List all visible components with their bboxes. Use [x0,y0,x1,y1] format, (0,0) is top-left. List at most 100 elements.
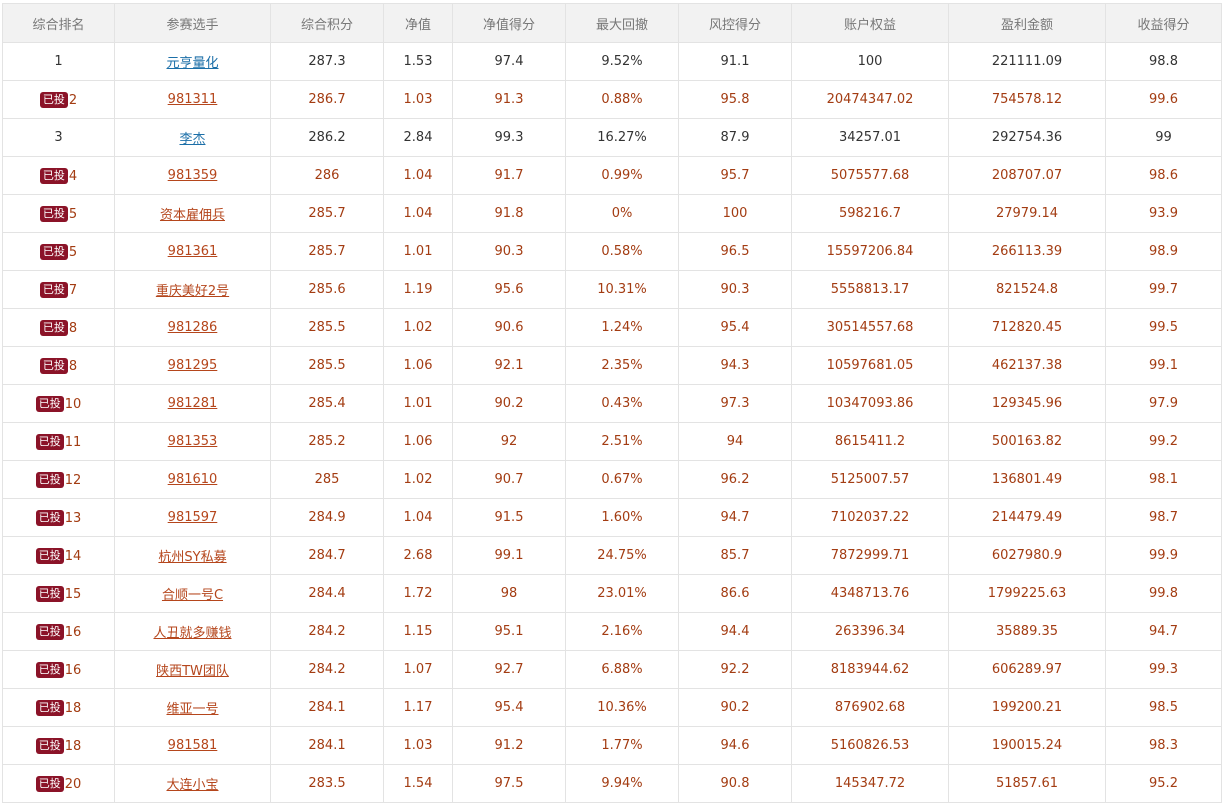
risk-score-cell: 96.5 [678,232,792,271]
player-link[interactable]: 重庆美好2号 [155,284,230,299]
header-nav-score: 净值得分 [452,3,566,43]
account-equity-cell: 5558813.17 [791,270,949,309]
table-row: 已投 2 981311 286.7 1.03 91.3 0.88% 95.8 20474347.… [2,80,1222,119]
nav-cell: 1.06 [383,422,453,461]
table-row: 已投 11 981353 285.2 1.06 92 2.51% 94 8615411.2 500… [2,422,1222,461]
composite-score-cell: 284.7 [270,536,384,575]
profit-cell: 208707.07 [948,156,1106,195]
nav-cell: 1.19 [383,270,453,309]
header-return-score: 收益得分 [1105,3,1222,43]
risk-score-cell: 96.2 [678,460,792,499]
nav-score-cell: 99.3 [452,118,566,157]
player-link[interactable]: 合顺一号C [161,588,224,603]
player-link[interactable]: 资本雇佣兵 [159,208,225,223]
nav-cell: 1.03 [383,80,453,119]
profit-cell: 129345.96 [948,384,1106,423]
account-equity-cell: 15597206.84 [791,232,949,271]
composite-score-cell: 284.2 [270,650,384,689]
profit-cell: 199200.21 [948,688,1106,727]
invested-badge: 已投 [35,547,64,564]
invested-badge: 已投 [35,585,64,602]
return-score-cell: 94.7 [1105,612,1222,651]
invested-badge: 已投 [35,623,64,640]
player-link[interactable]: 981361 [167,244,218,259]
nav-score-cell: 98 [452,574,566,613]
nav-score-cell: 91.7 [452,156,566,195]
nav-score-cell: 97.5 [452,764,566,803]
account-equity-cell: 4348713.76 [791,574,949,613]
nav-cell: 1.04 [383,156,453,195]
rank-cell: 已投 20 [2,764,115,803]
table-row: 已投 13 981597 284.9 1.04 91.5 1.60% 94.7 7102037.… [2,498,1222,537]
nav-score-cell: 90.2 [452,384,566,423]
player-cell: 981610 [114,460,271,499]
max-drawdown-cell: 10.31% [565,270,679,309]
header-max-drawdown: 最大回撤 [565,3,679,43]
risk-score-cell: 91.1 [678,42,792,81]
nav-cell: 1.06 [383,346,453,385]
player-link[interactable]: 981581 [167,738,218,753]
player-link[interactable]: 李杰 [179,132,206,147]
nav-score-cell: 91.2 [452,726,566,765]
profit-cell: 821524.8 [948,270,1106,309]
nav-cell: 1.07 [383,650,453,689]
player-link[interactable]: 981295 [167,358,218,373]
player-link[interactable]: 维亚一号 [166,702,219,717]
table-row: 3 李杰 286.2 2.84 99.3 16.27% 87.9 34257.01 292754… [2,118,1222,157]
rank-cell: 3 [2,118,115,157]
player-cell: 981353 [114,422,271,461]
player-cell: 陕西TW团队 [114,650,271,689]
max-drawdown-cell: 9.52% [565,42,679,81]
composite-score-cell: 286.7 [270,80,384,119]
player-link[interactable]: 981311 [167,92,218,107]
player-link[interactable]: 杭州SY私募 [158,550,227,565]
return-score-cell: 98.9 [1105,232,1222,271]
max-drawdown-cell: 10.36% [565,688,679,727]
nav-cell: 1.04 [383,498,453,537]
risk-score-cell: 90.3 [678,270,792,309]
nav-cell: 1.54 [383,764,453,803]
rank-number: 7 [68,282,78,298]
account-equity-cell: 876902.68 [791,688,949,727]
composite-score-cell: 284.1 [270,688,384,727]
risk-score-cell: 90.2 [678,688,792,727]
table-row: 已投 8 981295 285.5 1.06 92.1 2.35% 94.3 10597681.… [2,346,1222,385]
rank-number: 1 [54,54,63,69]
table-row: 已投 20 大连小宝 283.5 1.54 97.5 9.94% 90.8 145347.72 5… [2,764,1222,803]
player-link[interactable]: 981281 [167,396,218,411]
profit-cell: 136801.49 [948,460,1106,499]
nav-score-cell: 91.8 [452,194,566,233]
player-link[interactable]: 981597 [167,510,218,525]
invested-badge: 已投 [39,91,68,108]
player-link[interactable]: 元亨量化 [166,56,219,71]
player-cell: 元亨量化 [114,42,271,81]
rank-cell: 已投 4 [2,156,115,195]
player-link[interactable]: 981353 [167,434,218,449]
player-link[interactable]: 981610 [167,472,218,487]
rank-cell: 已投 11 [2,422,115,461]
rank-cell: 已投 13 [2,498,115,537]
player-link[interactable]: 大连小宝 [166,778,219,793]
return-score-cell: 93.9 [1105,194,1222,233]
risk-score-cell: 90.8 [678,764,792,803]
composite-score-cell: 287.3 [270,42,384,81]
player-link[interactable]: 981359 [167,168,218,183]
header-rank: 综合排名 [2,3,115,43]
player-link[interactable]: 人丑就多赚钱 [153,626,232,641]
player-link[interactable]: 981286 [167,320,218,335]
account-equity-cell: 8615411.2 [791,422,949,461]
account-equity-cell: 100 [791,42,949,81]
return-score-cell: 98.8 [1105,42,1222,81]
account-equity-cell: 145347.72 [791,764,949,803]
rank-number: 8 [68,358,78,374]
profit-cell: 27979.14 [948,194,1106,233]
return-score-cell: 99.5 [1105,308,1222,347]
nav-score-cell: 95.6 [452,270,566,309]
player-cell: 大连小宝 [114,764,271,803]
player-link[interactable]: 陕西TW团队 [156,664,229,679]
table-row: 1 元亨量化 287.3 1.53 97.4 9.52% 91.1 100 221111.09 9… [2,42,1222,81]
account-equity-cell: 5075577.68 [791,156,949,195]
account-equity-cell: 598216.7 [791,194,949,233]
nav-cell: 1.72 [383,574,453,613]
nav-score-cell: 99.1 [452,536,566,575]
